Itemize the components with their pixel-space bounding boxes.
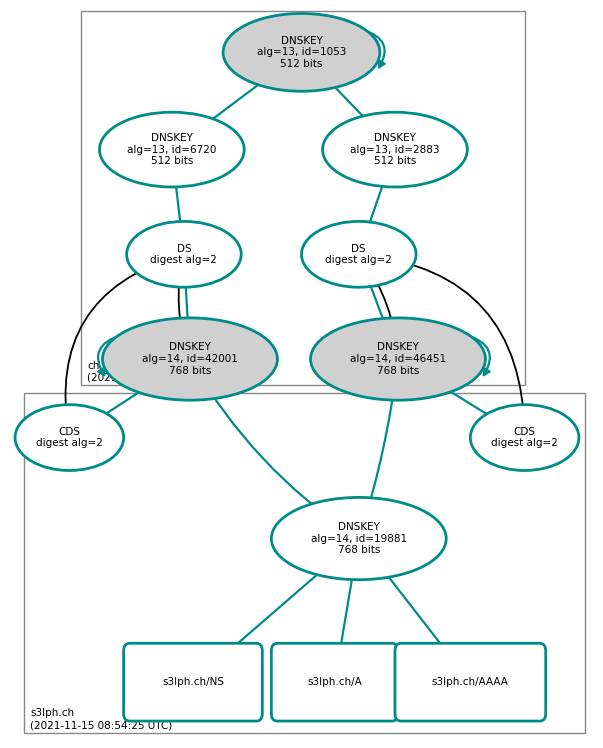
Text: CDS
digest alg=2: CDS digest alg=2 <box>36 427 103 448</box>
Text: s3lph.ch/AAAA: s3lph.ch/AAAA <box>432 677 509 687</box>
Ellipse shape <box>127 221 241 287</box>
Text: CDS
digest alg=2: CDS digest alg=2 <box>491 427 558 448</box>
Ellipse shape <box>223 13 380 91</box>
Text: DNSKEY
alg=14, id=42001
768 bits: DNSKEY alg=14, id=42001 768 bits <box>142 343 238 375</box>
Text: s3lph.ch/A: s3lph.ch/A <box>308 677 362 687</box>
FancyArrowPatch shape <box>98 335 122 375</box>
Text: DNSKEY
alg=13, id=1053
512 bits: DNSKEY alg=13, id=1053 512 bits <box>257 36 346 69</box>
Ellipse shape <box>323 112 467 187</box>
Ellipse shape <box>103 318 277 400</box>
Ellipse shape <box>15 405 124 470</box>
Text: DS
digest alg=2: DS digest alg=2 <box>151 244 217 265</box>
Text: DNSKEY
alg=13, id=6720
512 bits: DNSKEY alg=13, id=6720 512 bits <box>127 133 216 166</box>
Text: DNSKEY
alg=13, id=2883
512 bits: DNSKEY alg=13, id=2883 512 bits <box>350 133 440 166</box>
FancyArrowPatch shape <box>363 30 385 67</box>
Ellipse shape <box>470 405 579 470</box>
FancyBboxPatch shape <box>395 643 546 721</box>
FancyArrowPatch shape <box>466 335 490 375</box>
Text: DS
digest alg=2: DS digest alg=2 <box>326 244 392 265</box>
Text: DNSKEY
alg=14, id=19881
768 bits: DNSKEY alg=14, id=19881 768 bits <box>311 522 407 555</box>
Bar <box>81 11 525 385</box>
Text: DNSKEY
alg=14, id=46451
768 bits: DNSKEY alg=14, id=46451 768 bits <box>350 343 446 375</box>
Text: ch
(2021-11-15 08:54:25 UTC): ch (2021-11-15 08:54:25 UTC) <box>87 361 230 383</box>
Ellipse shape <box>271 497 446 580</box>
Ellipse shape <box>302 221 416 287</box>
Ellipse shape <box>311 318 485 400</box>
FancyBboxPatch shape <box>271 643 398 721</box>
Text: s3lph.ch/NS: s3lph.ch/NS <box>162 677 224 687</box>
Bar <box>24 393 585 733</box>
FancyBboxPatch shape <box>124 643 262 721</box>
Ellipse shape <box>99 112 244 187</box>
Text: s3lph.ch
(2021-11-15 08:54:25 UTC): s3lph.ch (2021-11-15 08:54:25 UTC) <box>30 708 172 730</box>
